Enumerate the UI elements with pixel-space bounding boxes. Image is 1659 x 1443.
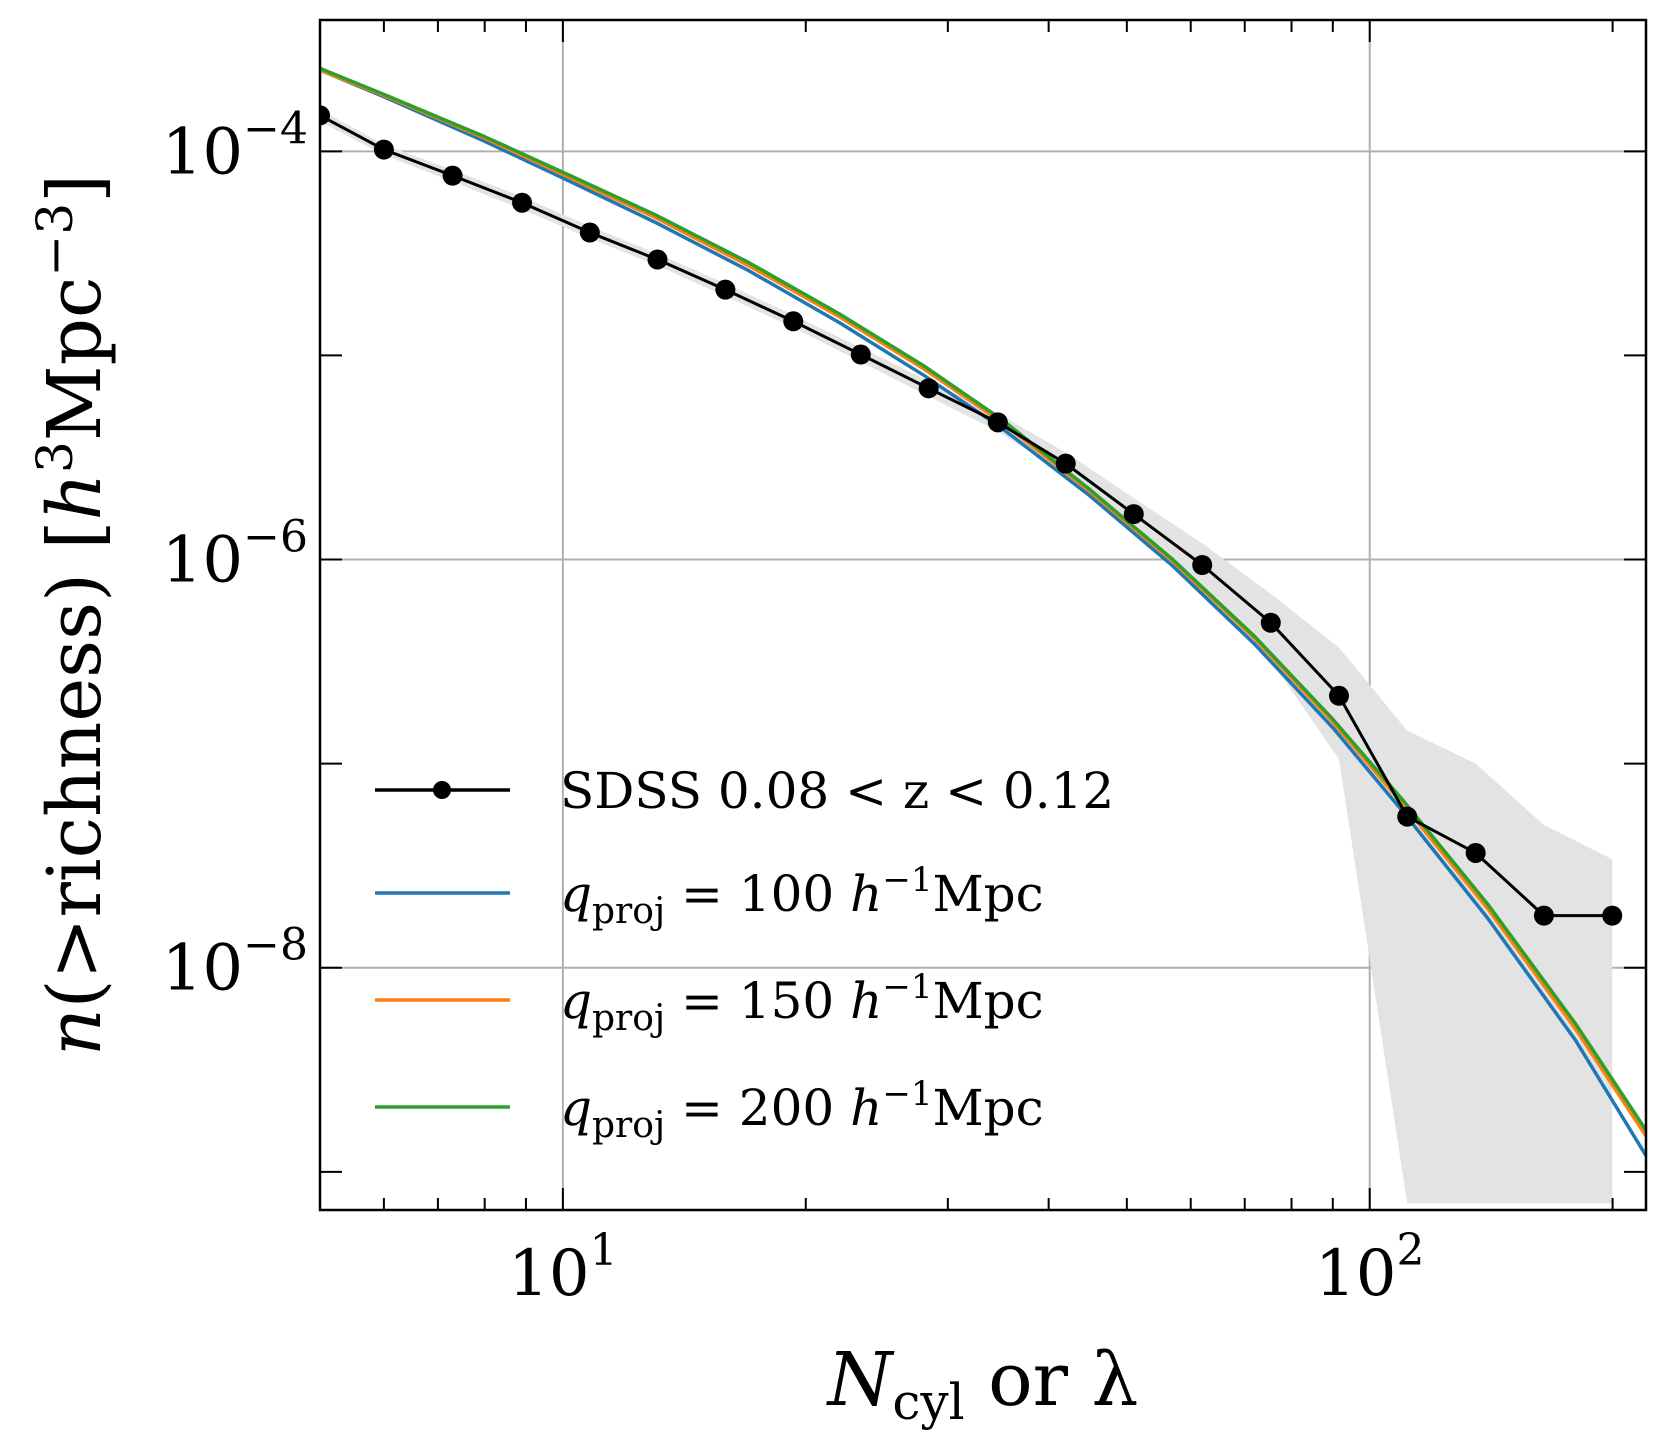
data-point-sdss [320,105,330,126]
ticks [319,20,1646,1210]
legend-label-q150: qproj = 150 h−1Mpc [560,967,1044,1039]
data-point-sdss [715,279,736,300]
legend: SDSS 0.08 < z < 0.12 qproj = 100 h−1Mpc … [375,762,1114,1146]
legend-label-q100: qproj = 100 h−1Mpc [560,860,1044,932]
y-tick-label-exp: −8 [243,920,308,971]
data-point-sdss [1123,504,1144,525]
data-point-sdss [373,139,394,160]
y-tick-label: 10−6 [162,512,308,598]
y-tick-label-base: 10 [162,932,243,1006]
data-point-sdss [579,222,600,243]
legend-item-sdss: SDSS 0.08 < z < 0.12 [375,762,1114,820]
x-tick-label-base: 10 [508,1237,589,1311]
y-tick-label: 10−8 [162,920,308,1006]
x-tick-label-exp: 1 [590,1225,618,1276]
data-point-sdss [1328,685,1349,706]
data-point-sdss [1397,806,1418,827]
series-layer [320,66,1646,1157]
y-tick-label-exp: −6 [243,512,308,563]
legend-item-q100: qproj = 100 h−1Mpc [375,860,1044,932]
y-axis-title: n(>richness) [h3Mpc−3] [26,174,118,1056]
y-tick-label-base: 10 [162,115,243,189]
x-tick-label-exp: 2 [1396,1225,1424,1276]
grid [320,20,1646,1210]
data-point-sdss [918,378,939,399]
data-point-sdss [783,311,804,332]
x-axis-title: Ncyl or λ [826,1337,1139,1431]
x-tick-label: 101 [508,1225,617,1311]
legend-label-sdss: SDSS 0.08 < z < 0.12 [560,762,1114,820]
y-tick-label-exp: −4 [243,103,308,154]
data-point-sdss [1192,555,1213,576]
data-point-sdss [1602,905,1623,926]
legend-item-q200: qproj = 200 h−1Mpc [375,1074,1044,1146]
sdss-error-band [320,109,1613,1204]
error-band-layer [320,109,1613,1204]
x-tick-label: 102 [1315,1225,1424,1311]
legend-marker-sdss [433,781,451,799]
data-point-sdss [850,344,871,365]
data-point-sdss [512,192,533,213]
y-tick-label: 10−4 [162,103,308,189]
legend-label-q200: qproj = 200 h−1Mpc [560,1074,1044,1146]
plot-frame [318,18,1648,1212]
data-point-sdss [647,249,668,270]
data-point-sdss [1055,453,1076,474]
data-point-sdss [1260,612,1281,633]
x-tick-label-base: 10 [1315,1237,1396,1311]
legend-item-q150: qproj = 150 h−1Mpc [375,967,1044,1039]
data-point-sdss [1533,905,1554,926]
data-point-sdss [1465,842,1486,863]
data-point-sdss [987,412,1008,433]
data-point-sdss [442,165,463,186]
y-tick-label-base: 10 [162,524,243,598]
series-line-sdss [320,114,1613,918]
